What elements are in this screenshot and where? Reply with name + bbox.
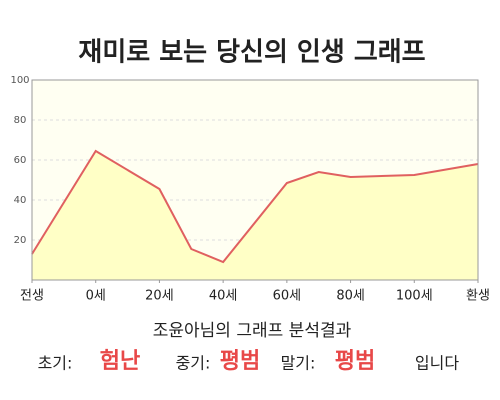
x-tick-label: 20세 (145, 289, 174, 304)
x-tick-label: 100세 (396, 289, 433, 304)
y-tick-label: 100 (10, 75, 29, 86)
y-tick-label: 40 (14, 195, 27, 206)
x-tick-label: 전생 (20, 289, 44, 304)
summary-ending: 입니다 (415, 354, 459, 373)
summary-value: 평범 (335, 349, 375, 374)
line (31, 149, 479, 264)
y-tick-label: 60 (14, 155, 27, 166)
y-tick-label: 20 (14, 235, 27, 246)
y-tick-label: 80 (14, 115, 27, 126)
summary-label: 중기: (176, 354, 211, 373)
summary-value: 험난 (100, 348, 140, 374)
x-tick-label: 80세 (336, 289, 365, 304)
x-tick-label: 60세 (273, 289, 302, 304)
x-tick-label: 환생 (466, 289, 490, 304)
summary-value: 평범 (220, 349, 260, 374)
chart-title: 재미로 보는 당신의 인생 그래프 (78, 38, 425, 68)
plot-border (31, 79, 479, 281)
area (32, 151, 478, 280)
summary-label: 초기: (38, 354, 73, 373)
x-tick-label: 0세 (86, 289, 106, 304)
x-tick-label: 40세 (209, 289, 238, 304)
summary-label: 말기: (281, 354, 316, 373)
summary-heading: 조윤아님의 그래프 분석결과 (153, 321, 352, 341)
